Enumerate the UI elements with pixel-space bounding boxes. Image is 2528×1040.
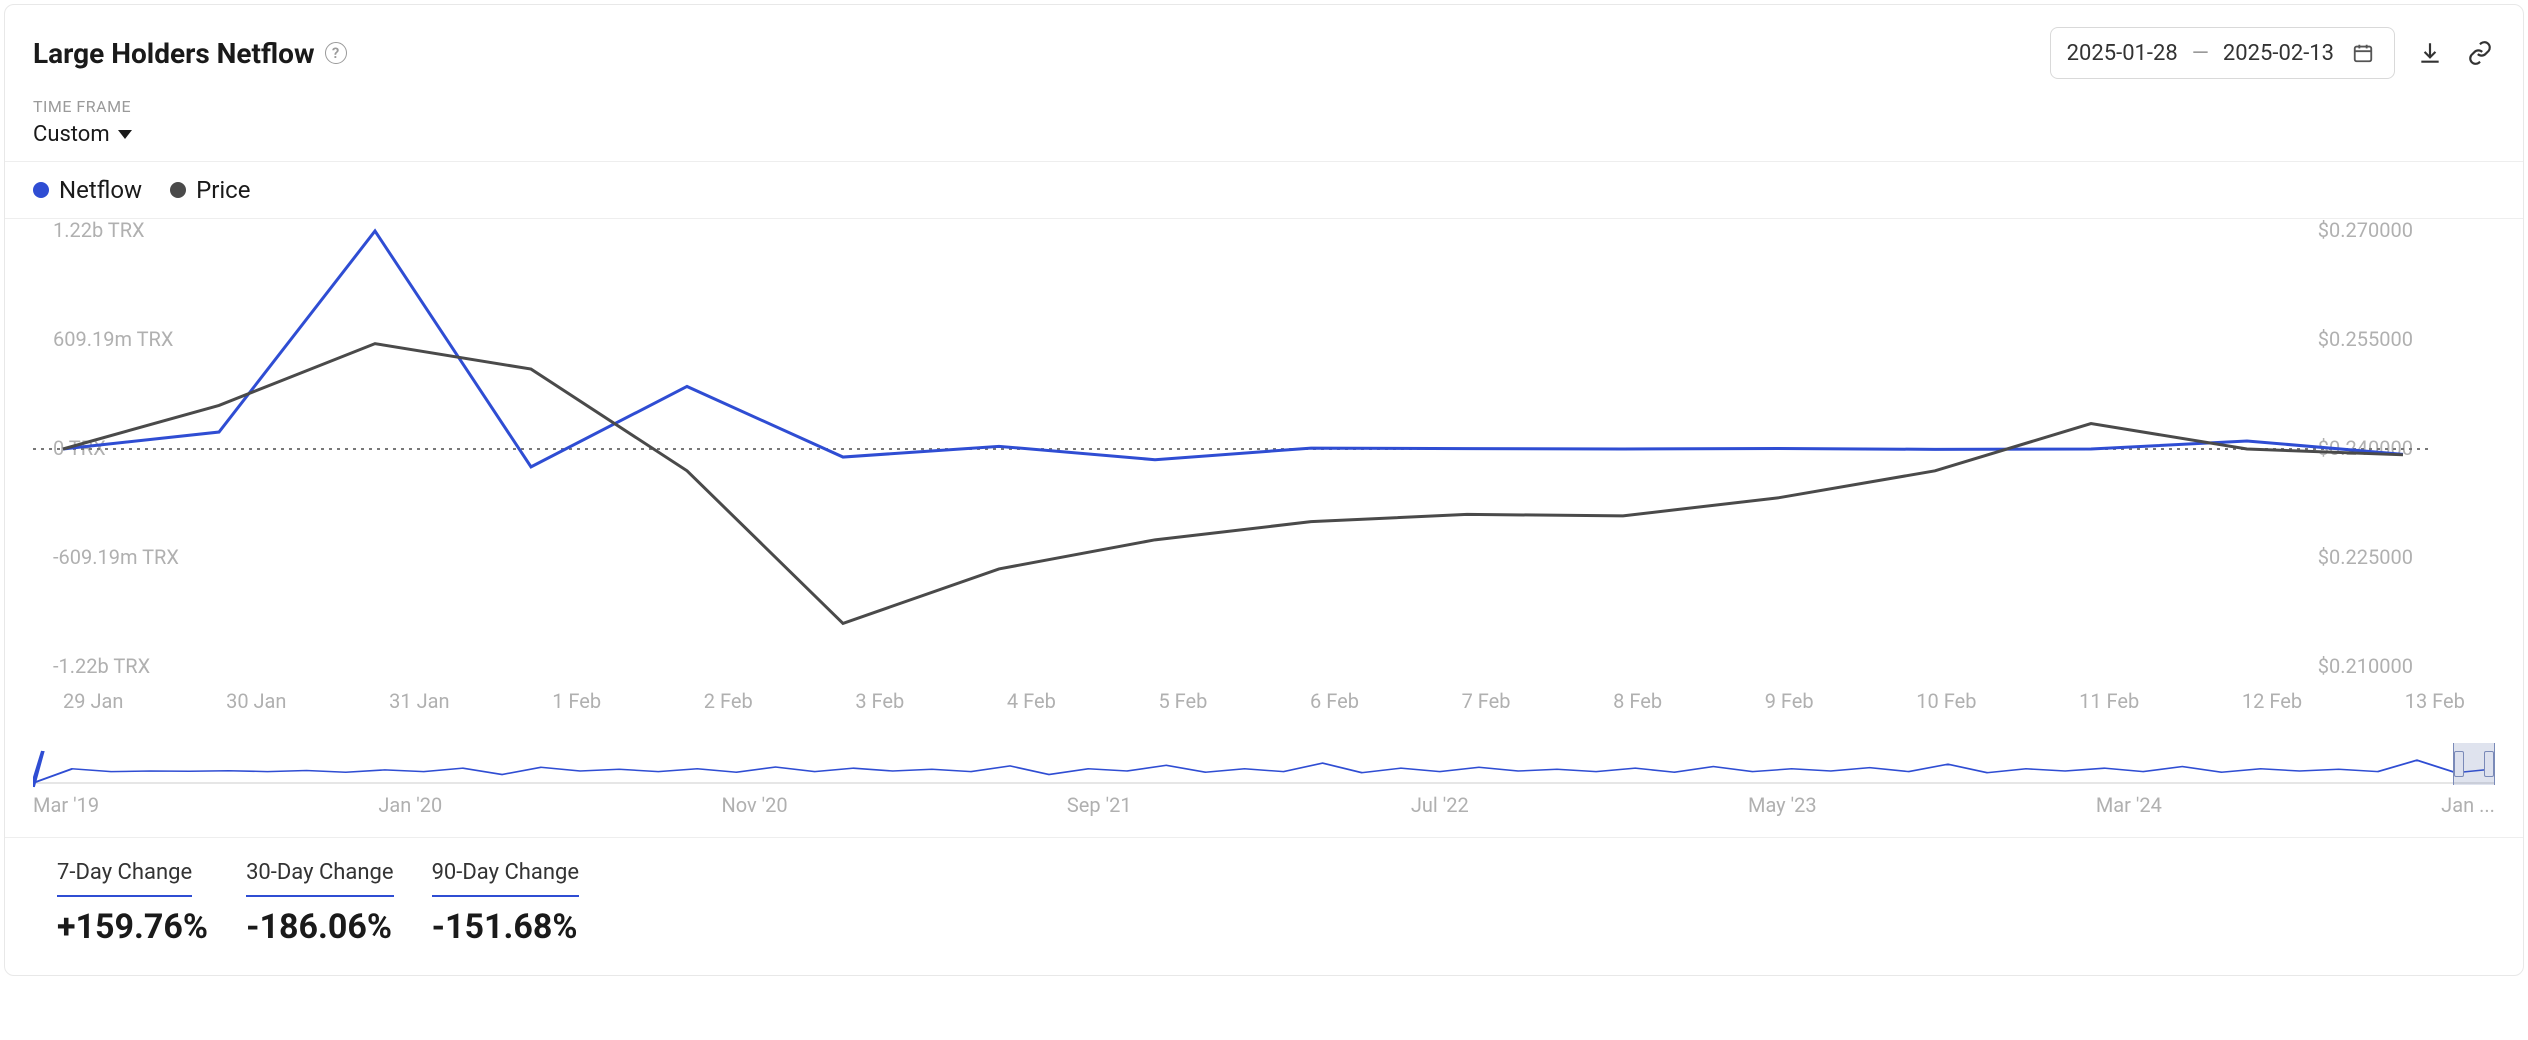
change-item: 30-Day Change -186.06% <box>246 860 394 947</box>
x-tick: 11 Feb <box>2079 689 2139 713</box>
x-tick: 30 Jan <box>226 689 286 713</box>
link-icon[interactable] <box>2465 38 2495 68</box>
date-end: 2025-02-13 <box>2223 41 2334 66</box>
x-tick: 4 Feb <box>1007 689 1056 713</box>
change-item: 7-Day Change +159.76% <box>57 860 208 947</box>
change-item: 90-Day Change -151.68% <box>432 860 580 947</box>
x-tick: 31 Jan <box>389 689 449 713</box>
page-title: Large Holders Netflow <box>33 37 315 70</box>
change-summary: 7-Day Change +159.76% 30-Day Change -186… <box>5 838 2523 975</box>
svg-text:-609.19m TRX: -609.19m TRX <box>53 545 179 569</box>
change-label: 7-Day Change <box>57 860 192 897</box>
x-tick: 13 Feb <box>2405 689 2465 713</box>
x-tick: 3 Feb <box>855 689 904 713</box>
legend-item-netflow[interactable]: Netflow <box>33 176 142 204</box>
svg-text:$0.210000: $0.210000 <box>2318 654 2413 678</box>
navigator-x-axis: Mar '19 Jan '20 Nov '20 Sep '21 Jul '22 May '… <box>5 789 2523 838</box>
chevron-down-icon <box>118 130 132 139</box>
timeframe-label: TIME FRAME <box>33 97 2495 116</box>
x-tick: 5 Feb <box>1158 689 1207 713</box>
nav-x-tick: Nov '20 <box>722 793 788 817</box>
navigator-handle-right[interactable] <box>2484 751 2494 777</box>
main-chart[interactable]: 1.22b TRX$0.270000609.19m TRX$0.2550000 … <box>33 219 2433 679</box>
x-axis: 29 Jan 30 Jan 31 Jan 1 Feb 2 Feb 3 Feb 4 Feb 5 … <box>5 679 2523 721</box>
x-tick: 12 Feb <box>2242 689 2302 713</box>
x-tick: 10 Feb <box>1916 689 1976 713</box>
date-separator: — <box>2192 41 2209 66</box>
help-icon[interactable]: ? <box>325 42 347 64</box>
title-wrap: Large Holders Netflow ? <box>33 37 347 70</box>
chart-legend: Netflow Price <box>5 162 2523 219</box>
x-tick: 6 Feb <box>1310 689 1359 713</box>
nav-x-tick: Jan '20 <box>378 793 442 817</box>
x-tick: 7 Feb <box>1462 689 1511 713</box>
svg-text:$0.255000: $0.255000 <box>2318 327 2413 351</box>
x-tick: 1 Feb <box>552 689 601 713</box>
x-tick: 9 Feb <box>1765 689 1814 713</box>
x-tick: 29 Jan <box>63 689 123 713</box>
svg-text:609.19m TRX: 609.19m TRX <box>53 327 174 351</box>
nav-x-tick: Sep '21 <box>1067 793 1132 817</box>
nav-x-tick: May '23 <box>1748 793 1817 817</box>
calendar-icon <box>2348 38 2378 68</box>
nav-x-tick: Jul '22 <box>1411 793 1469 817</box>
svg-text:$0.225000: $0.225000 <box>2318 545 2413 569</box>
panel-header: Large Holders Netflow ? 2025-01-28 — 202… <box>5 5 2523 91</box>
date-start: 2025-01-28 <box>2067 41 2178 66</box>
change-value: +159.76% <box>57 907 208 947</box>
download-icon[interactable] <box>2415 38 2445 68</box>
change-value: -186.06% <box>246 907 394 947</box>
nav-x-tick: Jan ... <box>2441 793 2495 817</box>
sub-controls: TIME FRAME Custom <box>5 91 2523 162</box>
navigator-window[interactable] <box>2453 743 2495 785</box>
svg-text:-1.22b TRX: -1.22b TRX <box>53 654 151 678</box>
x-tick: 2 Feb <box>704 689 753 713</box>
legend-label-price: Price <box>196 176 250 204</box>
navigator-chart[interactable] <box>33 739 2495 789</box>
legend-dot-price <box>170 182 186 198</box>
date-range-picker[interactable]: 2025-01-28 — 2025-02-13 <box>2050 27 2395 79</box>
navigator-handle-left[interactable] <box>2454 751 2464 777</box>
change-label: 90-Day Change <box>432 860 580 897</box>
nav-x-tick: Mar '19 <box>33 793 99 817</box>
x-tick: 8 Feb <box>1613 689 1662 713</box>
svg-text:$0.270000: $0.270000 <box>2318 219 2413 242</box>
change-value: -151.68% <box>432 907 580 947</box>
timeframe-value: Custom <box>33 122 110 147</box>
legend-label-netflow: Netflow <box>59 176 142 204</box>
svg-text:1.22b TRX: 1.22b TRX <box>53 219 145 242</box>
change-label: 30-Day Change <box>246 860 394 897</box>
chart-area: 1.22b TRX$0.270000609.19m TRX$0.2550000 … <box>5 219 2523 679</box>
legend-item-price[interactable]: Price <box>170 176 250 204</box>
netflow-panel: Large Holders Netflow ? 2025-01-28 — 202… <box>4 4 2524 976</box>
timeframe-select[interactable]: Custom <box>33 122 2495 147</box>
legend-dot-netflow <box>33 182 49 198</box>
header-actions: 2025-01-28 — 2025-02-13 <box>2050 27 2495 79</box>
nav-x-tick: Mar '24 <box>2096 793 2162 817</box>
